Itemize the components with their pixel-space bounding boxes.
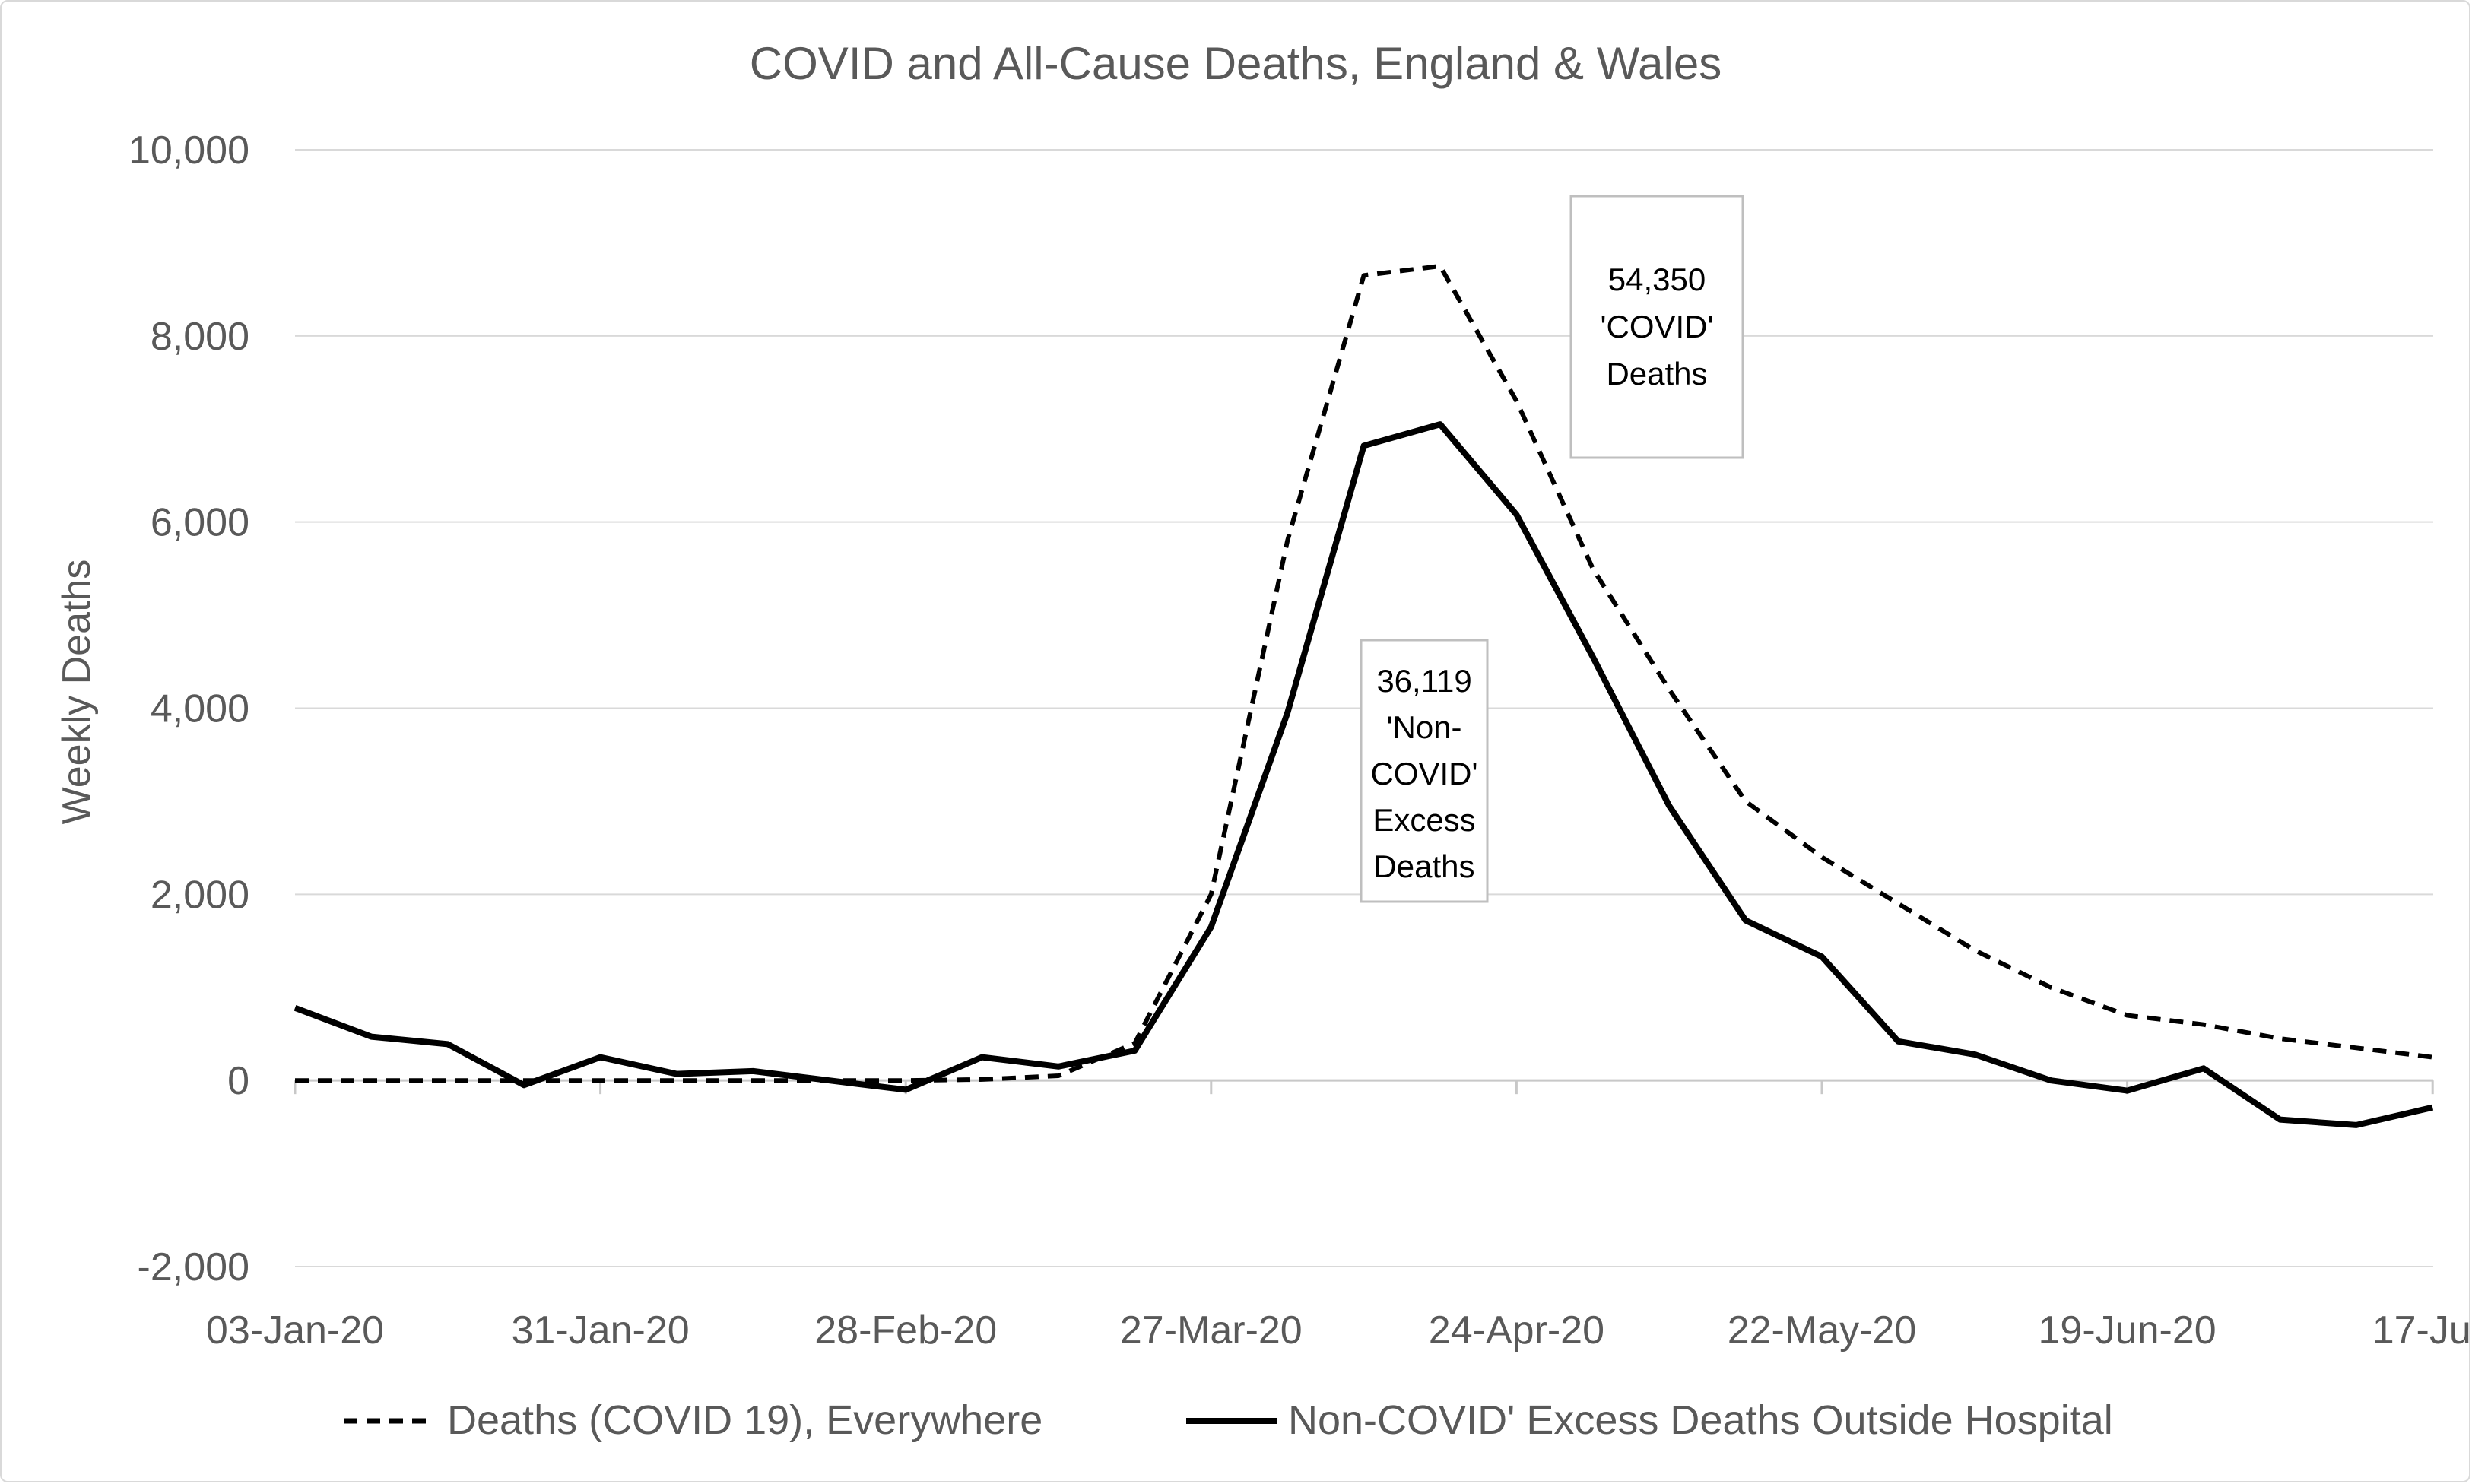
series-line-covid-deaths	[295, 264, 2433, 1083]
annotation-box-covid	[1569, 195, 1744, 459]
annotation-text: 54,350	[1608, 262, 1706, 297]
series-line-non-covid-excess	[294, 421, 2434, 1128]
legend: Deaths (COVID 19), Everywhere Non-COVID'…	[344, 1397, 2113, 1443]
y-tick-label: 0	[227, 1059, 249, 1103]
gridlines	[295, 149, 2433, 1267]
y-tick-label: 4,000	[151, 687, 249, 731]
annotation-text: COVID'	[1370, 756, 1477, 791]
legend-label-covid-deaths: Deaths (COVID 19), Everywhere	[447, 1397, 1042, 1443]
series-lines	[294, 264, 2434, 1128]
x-axis-ticks: 03-Jan-20 31-Jan-20 28-Feb-20 27-Mar-20 24-A…	[206, 1308, 2472, 1352]
x-tick-label: 28-Feb-20	[814, 1308, 997, 1352]
y-axis-ticks: -2,000 0 2,000 4,000 6,000 8,000 10,000	[129, 128, 249, 1289]
x-tick-label: 03-Jan-20	[206, 1308, 384, 1352]
annotation-text: Deaths	[1373, 848, 1474, 884]
annotation-text: 'Non-	[1386, 709, 1461, 745]
annotation-box-non-covid	[1360, 639, 1489, 903]
x-tick-label: 27-Mar-20	[1120, 1308, 1303, 1352]
y-tick-label: 10,000	[129, 128, 249, 173]
y-tick-label: 2,000	[151, 873, 249, 917]
y-axis-label: Weekly Deaths	[55, 560, 99, 825]
annotation-text: Deaths	[1606, 356, 1707, 392]
legend-item-covid-deaths: Deaths (COVID 19), Everywhere	[344, 1397, 1042, 1443]
legend-label-non-covid-excess: Non-COVID' Excess Deaths Outside Hospita…	[1288, 1397, 2113, 1443]
x-tick-label: 17-Jul-	[2372, 1308, 2472, 1352]
x-tick-label: 24-Apr-20	[1429, 1308, 1604, 1352]
chart-title: COVID and All-Cause Deaths, England & Wa…	[750, 38, 1722, 89]
annotation-text: 'COVID'	[1600, 309, 1713, 344]
y-tick-label: 8,000	[151, 315, 249, 359]
x-tick-label: 19-Jun-20	[2039, 1308, 2217, 1352]
legend-item-non-covid-excess: Non-COVID' Excess Deaths Outside Hospita…	[1186, 1397, 2113, 1443]
annotation-text: 36,119	[1376, 663, 1471, 699]
annotation-text: Excess	[1372, 802, 1475, 838]
y-tick-label: 6,000	[151, 501, 249, 545]
y-tick-label: -2,000	[138, 1245, 249, 1289]
x-tick-label: 31-Jan-20	[512, 1308, 690, 1352]
annotations: 54,350 'COVID' Deaths 36,119 'Non- COVID' Exce…	[1360, 195, 1744, 903]
x-tick-label: 22-May-20	[1728, 1308, 1917, 1352]
